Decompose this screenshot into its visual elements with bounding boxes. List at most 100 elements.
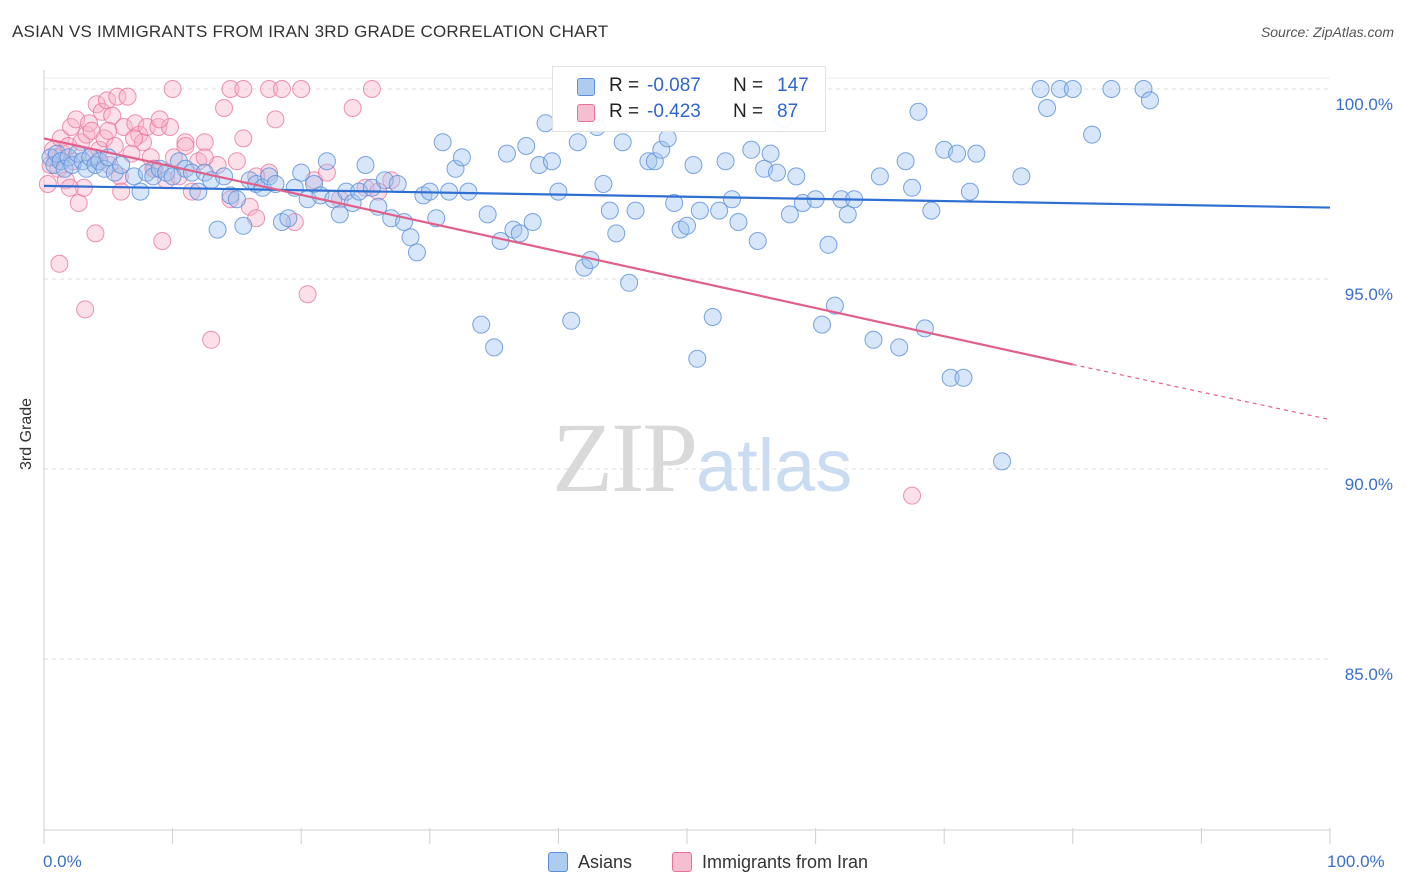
asian-point xyxy=(260,167,279,186)
iran-point xyxy=(163,80,182,98)
asian-point xyxy=(452,148,471,167)
asian-point xyxy=(825,296,844,315)
asian-point xyxy=(941,368,960,387)
asian-point xyxy=(485,338,504,357)
iran-point xyxy=(92,102,111,121)
asian-point xyxy=(748,232,767,250)
asian-point xyxy=(446,159,465,178)
asian-point xyxy=(658,129,677,148)
legend-r-value-iran: -0.423 xyxy=(647,101,701,122)
asian-point xyxy=(292,163,311,182)
asian-point xyxy=(227,190,246,209)
asian-point xyxy=(620,273,639,292)
asian-point xyxy=(909,102,928,121)
asian-point xyxy=(690,201,709,220)
iran-point xyxy=(118,87,137,106)
legend-r-label: R = xyxy=(609,101,640,122)
legend-n-value-iran: 87 xyxy=(777,101,799,122)
asian-point xyxy=(1102,80,1121,98)
legend-n-label: N = xyxy=(733,101,764,122)
iran-point xyxy=(266,110,285,129)
iran-trend-line xyxy=(43,137,1074,366)
iran-point xyxy=(362,80,381,98)
y-tick-label: 100.0% xyxy=(1335,95,1393,114)
bottom-legend-asians: Asians xyxy=(548,852,632,873)
iran-point xyxy=(195,133,214,152)
asian-point xyxy=(864,330,883,349)
iran-point xyxy=(125,129,144,148)
watermark: ZIPatlas xyxy=(552,400,852,515)
asian-point xyxy=(542,152,561,171)
asian-point xyxy=(838,205,857,224)
asian-point xyxy=(1134,80,1153,98)
iran-point xyxy=(86,224,105,243)
asian-point xyxy=(761,144,780,163)
legend-swatch-iran xyxy=(577,104,595,122)
correlation-legend: R = -0.087 N = 147 R = -0.423 N = 87 xyxy=(552,66,826,132)
asian-points xyxy=(41,80,1159,471)
asian-point xyxy=(517,137,536,155)
asian-point xyxy=(549,182,568,201)
asian-point xyxy=(1012,167,1031,186)
asian-point xyxy=(645,152,664,171)
iran-point xyxy=(234,129,253,148)
asian-point xyxy=(639,152,658,171)
asian-point xyxy=(562,311,581,330)
asian-point xyxy=(967,144,986,163)
asian-point xyxy=(95,159,114,178)
bottom-legend-label-asians: Asians xyxy=(578,852,633,872)
asian-point xyxy=(63,156,82,174)
asian-point xyxy=(813,315,832,334)
iran-point xyxy=(50,254,69,273)
asian-point xyxy=(427,209,446,228)
asian-point xyxy=(652,140,671,159)
asian-point xyxy=(305,175,324,193)
asian-point xyxy=(401,228,420,247)
iran-point xyxy=(38,175,57,193)
iran-point xyxy=(108,87,127,106)
iran-point xyxy=(903,486,922,505)
iran-point xyxy=(153,232,172,250)
asian-point xyxy=(170,152,189,171)
asian-point xyxy=(523,213,542,231)
iran-point xyxy=(292,80,311,98)
asian-point xyxy=(1031,80,1050,98)
asian-point xyxy=(1063,80,1082,98)
bottom-legend-swatch-iran xyxy=(672,852,692,872)
iran-point xyxy=(272,80,291,98)
axes xyxy=(43,70,1331,844)
asian-point xyxy=(575,258,594,277)
asian-point xyxy=(613,133,632,152)
asian-point xyxy=(607,224,626,243)
asian-point xyxy=(279,209,298,228)
asian-point xyxy=(600,201,619,220)
asian-point xyxy=(208,220,227,239)
asian-point xyxy=(497,144,516,163)
iran-point xyxy=(176,133,195,152)
source-label: Source: ZipAtlas.com xyxy=(1260,24,1394,40)
iran-point xyxy=(221,80,240,98)
asian-point xyxy=(1050,80,1069,98)
asian-point xyxy=(684,156,703,174)
asian-point xyxy=(819,235,838,254)
iran-point xyxy=(134,133,153,152)
iran-point xyxy=(227,152,246,171)
asian-point xyxy=(568,133,587,152)
watermark-atlas: atlas xyxy=(696,424,853,507)
chart-title: ASIAN VS IMMIGRANTS FROM IRAN 3RD GRADE … xyxy=(12,22,609,41)
iran-point xyxy=(76,300,95,319)
iran-point xyxy=(215,99,234,117)
asian-point xyxy=(234,216,253,235)
bottom-legend-label-iran: Immigrants from Iran xyxy=(702,852,869,872)
y-tick-label: 90.0% xyxy=(1344,475,1393,494)
asians-trend-line xyxy=(43,184,1331,209)
iran-point xyxy=(60,178,79,197)
asian-point xyxy=(330,205,349,224)
asian-point xyxy=(780,205,799,224)
iran-point xyxy=(195,148,214,167)
iran-point xyxy=(260,80,279,98)
asian-point xyxy=(716,152,735,171)
legend-r-value-asians: -0.087 xyxy=(647,75,701,96)
asian-point xyxy=(787,167,806,186)
